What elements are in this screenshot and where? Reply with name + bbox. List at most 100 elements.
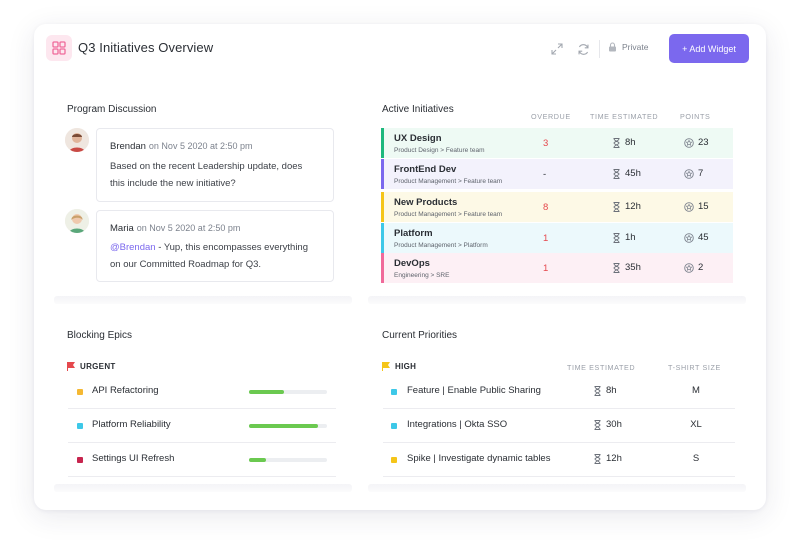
privacy-toggle[interactable]: Private [608, 42, 648, 52]
priority-name[interactable]: Feature | Enable Public Sharing [407, 385, 541, 396]
comment-line: Based on the recent Leadership update, d… [110, 161, 303, 172]
comment-card: Maria on Nov 5 2020 at 2:50 pm @Brendan -… [96, 210, 334, 282]
table-row[interactable]: Platform Product Management > Platform 1 1h… [381, 223, 733, 253]
epics-title: Blocking Epics [67, 330, 133, 341]
comment-line: this include the new initiative? [110, 178, 236, 189]
tshirt-size: S [692, 453, 700, 464]
table-row[interactable]: New Products Product Management > Feature… [381, 192, 733, 222]
epic-name[interactable]: Platform Reliability [92, 419, 171, 430]
comment-text: - Yup, this encompasses everything [155, 242, 308, 253]
time-value: 1h [625, 232, 636, 243]
initiative-path: Product Management > Platform [394, 242, 488, 249]
column-header-time[interactable]: TIME ESTIMATED [567, 363, 636, 372]
initiative-name[interactable]: FrontEnd Dev [394, 164, 457, 175]
hourglass-icon [613, 262, 620, 273]
points-icon [684, 201, 694, 212]
initiative-name[interactable]: Platform [394, 228, 433, 239]
initiative-name[interactable]: New Products [394, 197, 458, 208]
time-estimated: 8h [613, 137, 636, 148]
comment-line: @Brendan - Yup, this encompasses everyth… [110, 239, 332, 256]
refresh-icon[interactable] [575, 41, 591, 57]
list-item[interactable]: Platform Reliability [68, 410, 336, 443]
avatar[interactable] [65, 209, 89, 233]
hourglass-icon [613, 232, 620, 243]
comment-card: Brendan on Nov 5 2020 at 2:50 pm Based on… [96, 128, 334, 202]
expand-icon[interactable] [549, 41, 565, 57]
row-color-bar [381, 253, 384, 283]
panel-divider [368, 484, 746, 492]
priority-name[interactable]: Integrations | Okta SSO [407, 419, 508, 430]
points-value: 45 [698, 232, 709, 243]
overdue-count: 8 [543, 202, 549, 213]
dashboard-card: Q3 Initiatives Overview Private + Add Wi… [34, 24, 766, 510]
comment-body: Based on the recent Leadership update, d… [110, 158, 332, 192]
points: 23 [684, 137, 709, 148]
column-header-time[interactable]: TIME ESTIMATED [590, 112, 659, 121]
table-row[interactable]: FrontEnd Dev Product Management > Feature… [381, 159, 733, 189]
progress-fill [249, 458, 267, 462]
initiative-path: Product Management > Feature team [394, 211, 503, 218]
column-header-overdue[interactable]: OVERDUE [531, 112, 571, 121]
initiative-name[interactable]: UX Design [394, 133, 442, 144]
overdue-count: 3 [543, 138, 549, 149]
column-header-size[interactable]: T-SHIRT SIZE [668, 363, 721, 372]
priority-name[interactable]: Spike | Investigate dynamic tables [407, 453, 551, 464]
epic-name[interactable]: API Refactoring [92, 385, 159, 396]
list-item[interactable]: API Refactoring [68, 376, 336, 409]
add-widget-button[interactable]: + Add Widget [669, 34, 749, 63]
time-estimated: 35h [613, 262, 641, 273]
privacy-label: Private [622, 42, 649, 52]
initiatives-title: Active Initiatives [382, 104, 454, 115]
status-square [391, 423, 397, 429]
status-square [77, 457, 83, 463]
table-row[interactable]: Integrations | Okta SSO 30h XL [383, 410, 735, 443]
overdue-count: 1 [543, 233, 549, 244]
avatar[interactable] [65, 128, 89, 152]
table-row[interactable]: Spike | Investigate dynamic tables 12h S [383, 444, 735, 477]
time-value: 12h [606, 453, 622, 464]
row-color-bar [381, 159, 384, 189]
time-value: 45h [625, 168, 641, 179]
comment-author[interactable]: Maria [110, 223, 134, 234]
table-row[interactable]: DevOps Engineering > SRE 1 35h 2 [381, 253, 733, 283]
page-title: Q3 Initiatives Overview [78, 40, 214, 55]
points: 15 [684, 201, 709, 212]
progress-bar [249, 458, 327, 462]
list-item[interactable]: Settings UI Refresh [68, 444, 336, 477]
group-label-text: URGENT [80, 362, 116, 371]
flag-icon [67, 362, 75, 371]
time-estimated: 1h [613, 232, 636, 243]
time-value: 8h [625, 137, 636, 148]
initiative-name[interactable]: DevOps [394, 258, 430, 269]
table-row[interactable]: Feature | Enable Public Sharing 8h M [383, 376, 735, 409]
points-icon [684, 232, 694, 243]
panel-divider [368, 296, 746, 304]
hourglass-icon [594, 419, 601, 430]
priorities-title: Current Priorities [382, 330, 458, 341]
flag-icon [382, 362, 390, 371]
points: 45 [684, 232, 709, 243]
time-estimated: 12h [613, 201, 641, 212]
comment-author[interactable]: Brendan [110, 141, 146, 152]
initiative-path: Product Management > Feature team [394, 178, 503, 185]
hourglass-icon [594, 453, 601, 464]
header-divider [599, 40, 600, 58]
time-estimated: 12h [594, 453, 622, 464]
table-row[interactable]: UX Design Product Design > Feature team 3 8… [381, 128, 733, 158]
points-value: 2 [698, 262, 704, 273]
hourglass-icon [613, 201, 620, 212]
comment-line: on our Committed Roadmap for Q3. [110, 259, 262, 270]
points-value: 23 [698, 137, 709, 148]
group-label-text: HIGH [395, 362, 417, 371]
column-header-points[interactable]: POINTS [680, 112, 711, 121]
status-square [391, 457, 397, 463]
mention-link[interactable]: @Brendan [110, 242, 156, 253]
comment-body: @Brendan - Yup, this encompasses everyth… [110, 239, 332, 273]
epic-name[interactable]: Settings UI Refresh [92, 453, 175, 464]
points-icon [684, 137, 694, 148]
points: 2 [684, 262, 703, 273]
tshirt-size: M [692, 385, 700, 396]
initiative-path: Engineering > SRE [394, 272, 450, 279]
row-color-bar [381, 192, 384, 222]
points-value: 7 [698, 168, 704, 179]
